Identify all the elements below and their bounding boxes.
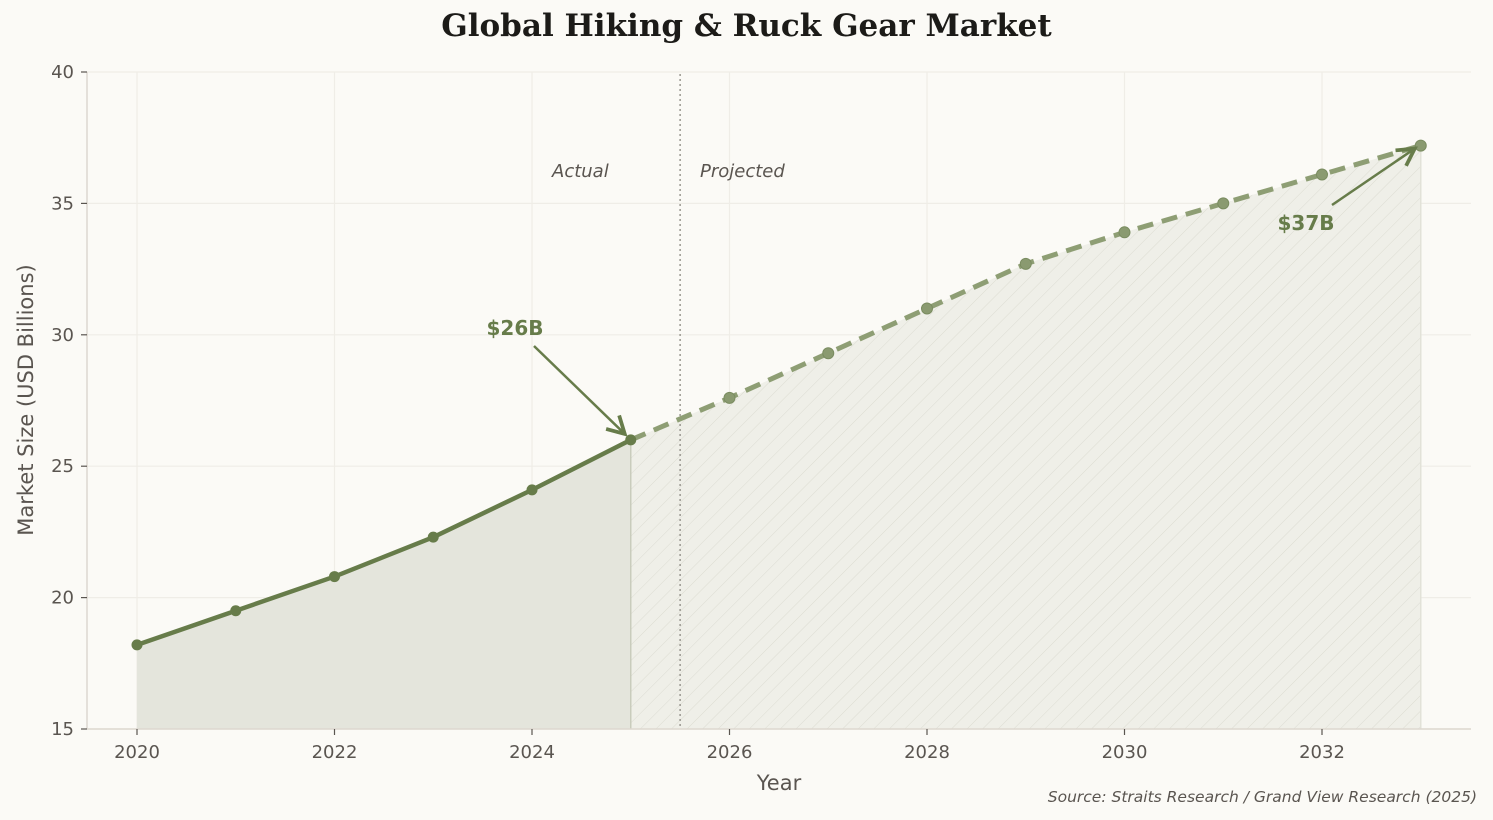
y-tick-label: 15 — [51, 719, 74, 740]
x-axis-label: Year — [756, 771, 802, 795]
projected-point — [921, 302, 933, 315]
source-note: Source: Straits Research / Grand View Re… — [1048, 788, 1477, 806]
x-tick-label: 2024 — [509, 742, 555, 763]
projected-point — [1118, 226, 1131, 239]
actual-line — [136, 437, 632, 648]
x-tick-label: 2026 — [707, 742, 753, 763]
annotation-37b: $37B — [1278, 211, 1335, 235]
actual-label: Actual — [551, 161, 609, 182]
actual-point — [427, 531, 439, 543]
annotations: $26B $37B — [487, 149, 1415, 434]
actual-point — [230, 605, 242, 617]
actual-point — [329, 571, 340, 583]
y-axis-label: Market Size (USD Billions) — [14, 264, 38, 535]
x-tick-label: 2022 — [312, 742, 358, 763]
projected-point — [1019, 257, 1032, 270]
chart-title: Global Hiking & Ruck Gear Market — [441, 8, 1052, 44]
actual-area — [137, 439, 631, 729]
projected-hatch — [630, 145, 1421, 730]
projected-label: Projected — [700, 161, 785, 182]
x-tick-label: 2020 — [114, 742, 160, 763]
area-fills — [137, 145, 1422, 730]
x-tick-label: 2032 — [1299, 742, 1345, 763]
y-tick-label: 20 — [51, 588, 74, 609]
projected-point — [822, 347, 835, 360]
annotation-26b: $26B — [487, 316, 544, 340]
actual-point — [625, 434, 637, 446]
y-tick-label: 40 — [51, 62, 74, 83]
series-lines — [131, 139, 1427, 651]
actual-point — [131, 639, 143, 651]
actual-point — [526, 484, 538, 496]
projected-point — [1414, 139, 1427, 152]
x-tick-label: 2028 — [904, 742, 950, 763]
projected-point — [1217, 197, 1230, 210]
projected-point — [723, 391, 736, 404]
x-tick-label: 2030 — [1102, 742, 1148, 763]
y-tick-label: 25 — [51, 456, 74, 477]
y-tick-label: 35 — [51, 193, 74, 214]
axes: 15 20 25 30 35 40 2020 2022 2024 2026 2028 2030 2032 — [51, 62, 1471, 763]
projected-point — [1316, 168, 1328, 181]
y-tick-label: 30 — [51, 325, 74, 346]
